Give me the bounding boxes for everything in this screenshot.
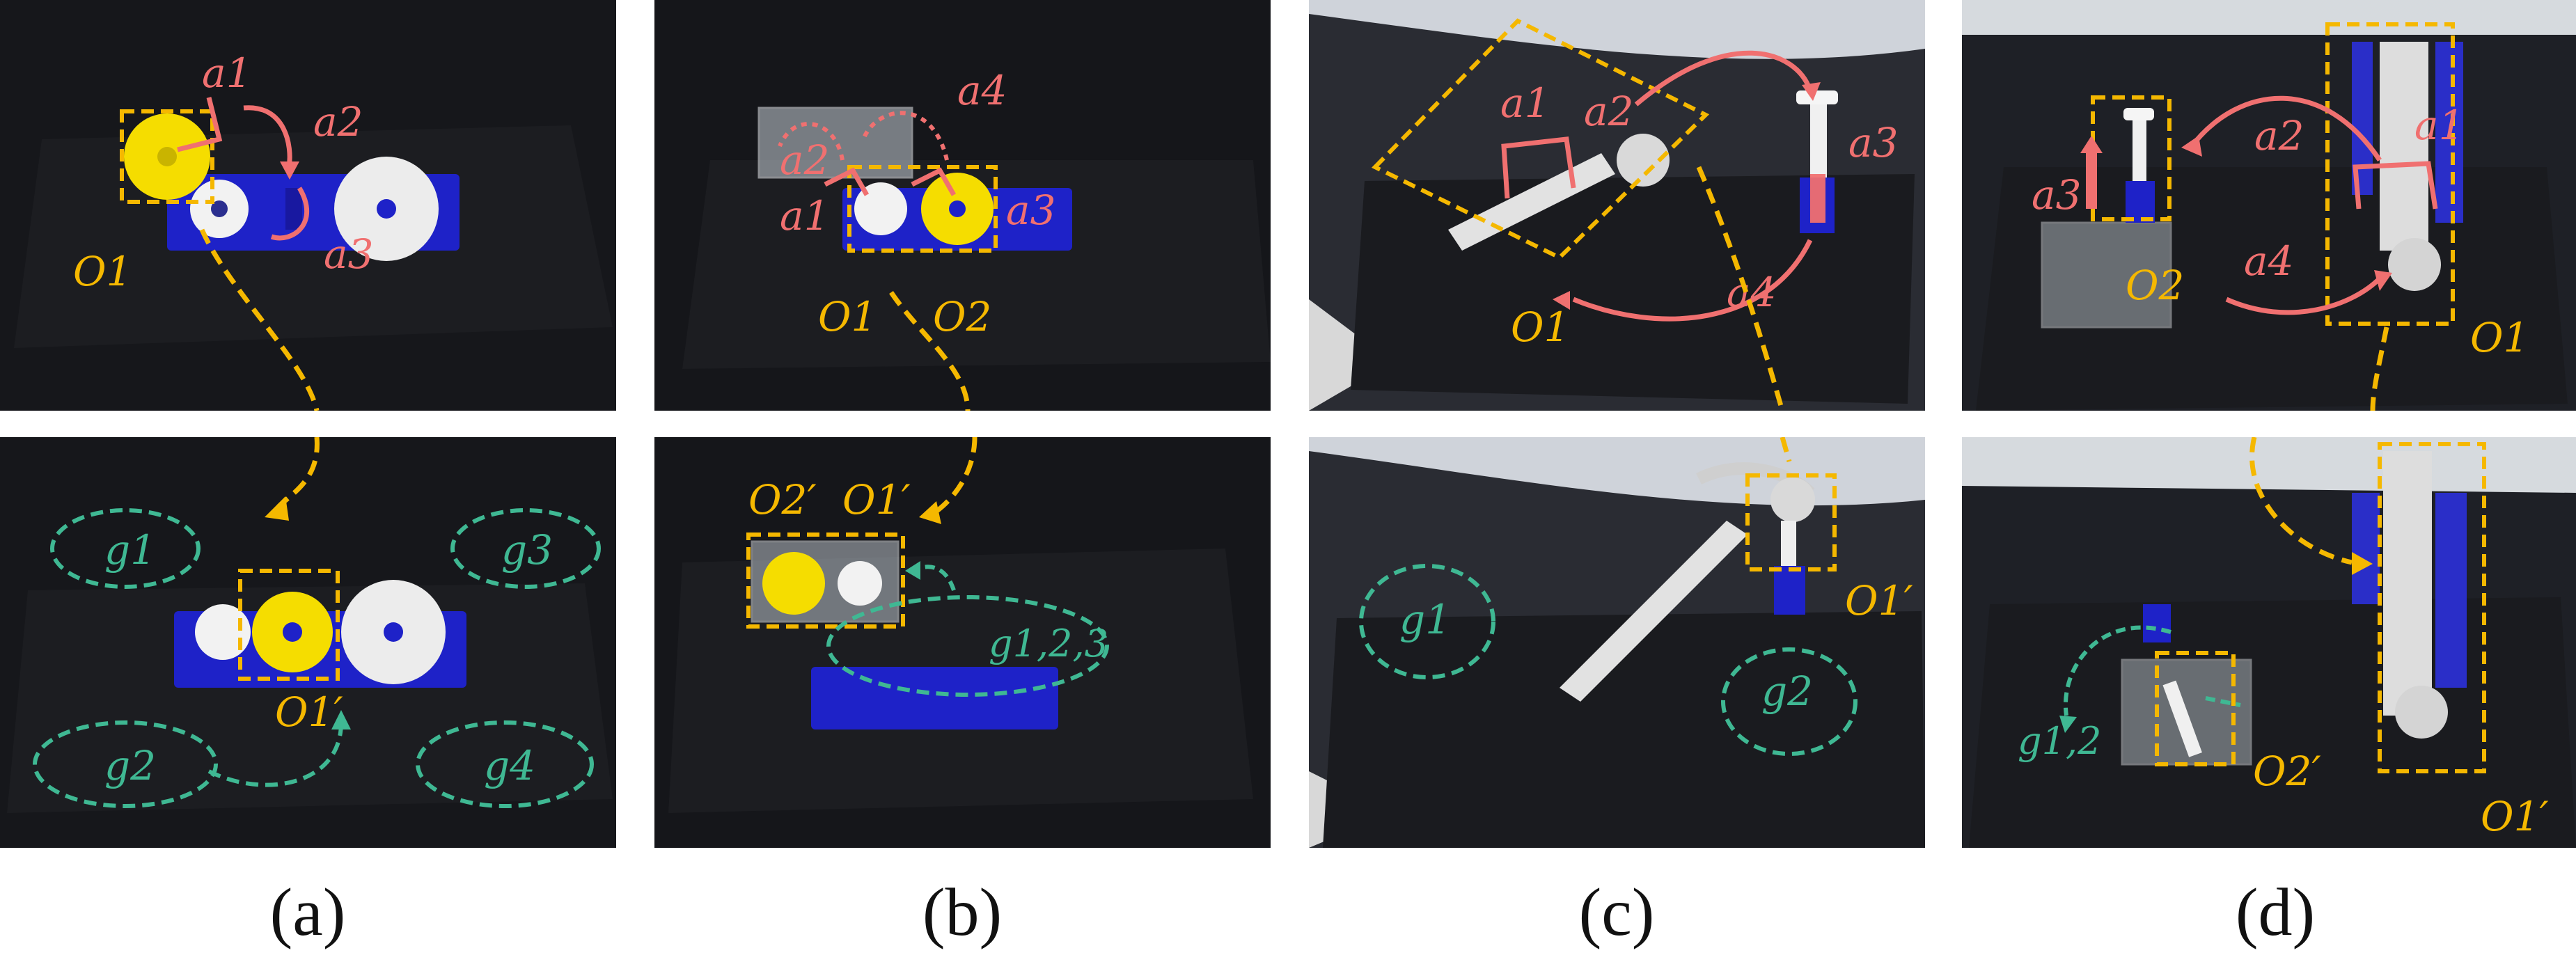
label-g123: g1,2,3 — [989, 622, 1108, 665]
label-o1: O1 — [1511, 303, 1569, 351]
object-box-o1 — [1371, 18, 1710, 260]
blue-peg-holder — [1774, 566, 1805, 615]
panel-d-top-photo: a1 a2 a3 a4 O2 O1 — [1962, 0, 2576, 411]
action-arrow-a4 — [861, 111, 949, 161]
action-grasp-marker — [177, 97, 223, 152]
goal-region-g2 — [33, 720, 218, 808]
hammer-head — [1617, 134, 1670, 187]
label-g1: g1 — [104, 526, 156, 574]
label-a3: a3 — [1006, 187, 1055, 234]
panel-b-bottom-photo: O2′ O1′ g1,2,3 — [654, 437, 1271, 848]
object-box-prime — [746, 533, 905, 629]
label-g4: g4 — [484, 742, 535, 789]
blue-stand — [2435, 493, 2467, 688]
blue-stand — [2435, 42, 2463, 223]
panel-c-top-photo: a1 a2 a3 a4 O1 — [1309, 0, 1925, 411]
label-o1-prime: O1′ — [275, 688, 343, 736]
label-a2: a2 — [1584, 88, 1633, 135]
transition-arrow-top — [199, 228, 320, 411]
label-a1: a1 — [780, 192, 829, 239]
label-a1: a1 — [1500, 79, 1550, 127]
caption-b: (b) — [922, 875, 1003, 950]
goal-region-g4 — [416, 720, 594, 808]
panel-c-bottom-photo: g1 g2 O1′ — [1309, 437, 1925, 848]
hammer-upright — [2380, 42, 2428, 251]
label-o2: O2 — [933, 293, 991, 340]
goal-region-g1 — [50, 508, 201, 589]
object-box-o1-prime — [238, 569, 340, 681]
panel-b-top-photo: a4 a2 a1 a3 O1 O2 — [654, 0, 1271, 411]
label-a3: a3 — [1848, 119, 1898, 166]
action-arrow-a2 — [243, 105, 292, 168]
caption-a: (a) — [269, 875, 346, 950]
object-box-o1-o2 — [847, 165, 998, 253]
label-o1: O1 — [73, 248, 132, 295]
caption-d: (d) — [2235, 875, 2316, 950]
hammer-head — [1770, 478, 1815, 522]
label-a3: a3 — [2032, 171, 2081, 219]
goal-region-g3 — [450, 508, 601, 589]
panel-a-top-photo: a1 a2 a3 O1 — [0, 0, 616, 411]
hammer-upright — [2383, 451, 2432, 716]
label-a2: a2 — [780, 136, 829, 184]
label-o1-prime: O1′ — [842, 476, 911, 523]
object-box-o2-prime — [2155, 651, 2236, 766]
panel-d-bottom-photo: g1,2 O2′ O1′ — [1962, 437, 2576, 848]
label-a4: a4 — [2244, 237, 2293, 285]
white-peg — [1810, 97, 1827, 181]
label-o1-prime: O1′ — [2481, 793, 2549, 840]
label-o1: O1 — [818, 293, 877, 340]
label-g2: g2 — [1761, 668, 1813, 715]
panel-a-bottom-photo: g1 g3 g2 g4 O1′ — [0, 437, 616, 848]
object-box-o1 — [120, 109, 214, 204]
label-a1: a1 — [202, 49, 251, 97]
label-a3: a3 — [324, 230, 373, 278]
label-g12: g1,2 — [2018, 719, 2101, 763]
action-arrow-a2 — [778, 122, 845, 161]
label-o1-prime: O1′ — [1845, 577, 1913, 624]
label-o2: O2 — [2126, 262, 2184, 309]
label-a2: a2 — [2254, 112, 2304, 159]
label-o2-prime: O2′ — [748, 476, 817, 523]
label-a2: a2 — [313, 98, 363, 145]
goal-arrow — [207, 722, 343, 787]
label-a4: a4 — [957, 67, 1007, 114]
goal-region-g1 — [1359, 564, 1495, 679]
object-box-o1-prime — [1745, 473, 1837, 571]
object-box-o1 — [2325, 22, 2455, 326]
label-o2-prime: O2′ — [2253, 748, 2321, 795]
action-arrow-a3 — [270, 187, 310, 241]
label-a1: a1 — [2414, 102, 2464, 149]
label-g1: g1 — [1399, 596, 1451, 643]
goal-region-g123 — [826, 595, 1109, 697]
goal-region-g2 — [1721, 647, 1858, 756]
hammer-handle — [1560, 521, 1748, 702]
label-g3: g3 — [501, 526, 553, 574]
caption-c: (c) — [1578, 875, 1655, 950]
clear-container — [2041, 221, 2172, 329]
blue-base-plate — [811, 667, 1058, 729]
goal-arrow-g12 — [2063, 625, 2171, 716]
label-g2: g2 — [104, 742, 156, 789]
label-o1: O1 — [2470, 314, 2529, 361]
